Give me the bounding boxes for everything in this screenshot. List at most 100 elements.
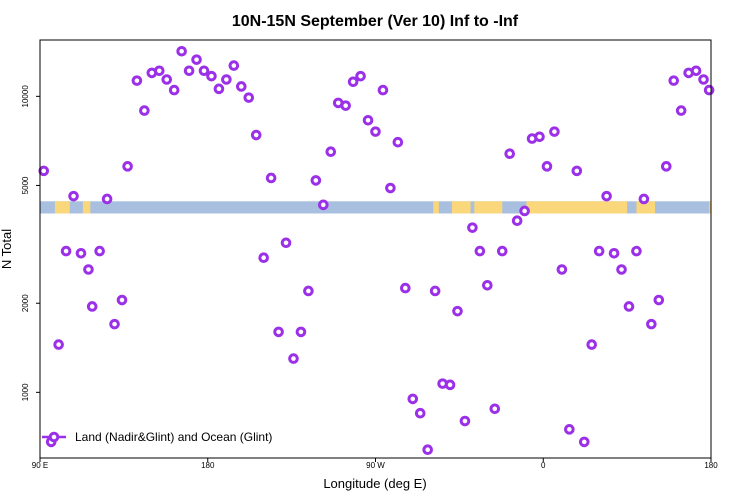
land-segment xyxy=(82,201,91,214)
data-point xyxy=(571,165,583,177)
data-point xyxy=(703,84,715,96)
data-point xyxy=(422,444,433,456)
data-point xyxy=(310,175,322,186)
land-segment xyxy=(474,201,503,214)
data-point xyxy=(429,285,441,297)
y-axis-label: N Total xyxy=(0,229,14,269)
data-point xyxy=(414,407,426,419)
data-point xyxy=(60,245,72,257)
data-point xyxy=(258,252,269,264)
data-point xyxy=(318,199,329,211)
data-point xyxy=(68,190,79,202)
data-point xyxy=(94,245,105,257)
data-point xyxy=(75,247,87,259)
x-tick-label: 180 xyxy=(201,461,215,470)
data-point xyxy=(38,165,50,177)
data-point xyxy=(675,105,687,116)
data-point xyxy=(191,54,202,65)
data-point xyxy=(295,326,307,338)
x-axis-label: Longitude (deg E) xyxy=(323,476,426,491)
data-point xyxy=(288,353,299,364)
legend: Land (Nadir&Glint) and Ocean (Glint) xyxy=(42,430,272,444)
data-point xyxy=(236,81,247,92)
data-point xyxy=(564,424,575,435)
legend-entry: Land (Nadir&Glint) and Ocean (Glint) xyxy=(75,430,272,444)
land-segment xyxy=(433,201,439,214)
land-segment xyxy=(709,201,711,214)
data-point xyxy=(265,172,277,184)
data-point xyxy=(213,83,225,95)
data-point xyxy=(198,65,210,77)
data-point xyxy=(355,70,366,82)
data-point xyxy=(385,182,396,194)
data-point xyxy=(400,282,411,294)
data-point xyxy=(303,285,314,297)
data-point xyxy=(668,75,680,86)
data-points xyxy=(38,45,715,456)
data-point xyxy=(578,436,590,448)
data-point xyxy=(646,318,657,330)
legend-marker xyxy=(48,431,60,443)
x-tick-label: 90 W xyxy=(366,461,385,470)
data-point xyxy=(698,74,709,85)
data-point xyxy=(534,131,545,143)
data-point xyxy=(623,301,635,312)
data-point xyxy=(153,65,165,77)
data-point xyxy=(183,65,195,77)
data-point xyxy=(653,294,665,306)
data-point xyxy=(243,92,255,103)
data-point xyxy=(347,76,359,88)
data-point xyxy=(250,129,262,141)
data-point xyxy=(161,74,173,85)
data-point xyxy=(273,326,284,338)
land-segment xyxy=(54,201,70,214)
x-tick-label: 90 E xyxy=(32,461,48,470)
land-segment xyxy=(451,201,471,214)
y-tick-label: 2000 xyxy=(21,294,30,312)
data-point xyxy=(459,415,471,427)
data-point xyxy=(496,245,508,257)
data-point xyxy=(280,237,292,249)
data-point xyxy=(392,136,404,148)
data-point xyxy=(83,264,94,275)
data-point xyxy=(616,264,627,275)
data-point xyxy=(362,114,374,126)
land-segment xyxy=(636,201,656,214)
data-point xyxy=(474,245,486,257)
data-point xyxy=(407,393,419,405)
data-point xyxy=(101,193,113,205)
x-axis: 90 E 180 90 W 0 180 xyxy=(32,458,718,470)
data-point xyxy=(482,279,493,291)
data-point xyxy=(86,301,98,312)
data-point xyxy=(122,161,133,172)
plot-frame xyxy=(39,39,712,459)
data-point xyxy=(638,193,650,205)
data-point xyxy=(53,339,64,350)
y-tick-label: 10000 xyxy=(21,85,30,108)
data-point xyxy=(690,65,702,77)
data-point xyxy=(556,264,568,275)
data-point xyxy=(586,339,598,350)
data-point xyxy=(139,105,150,116)
data-point xyxy=(511,215,523,227)
x-tick-label: 0 xyxy=(541,461,546,470)
data-point xyxy=(608,247,620,259)
data-point xyxy=(228,60,240,71)
data-point xyxy=(541,161,553,172)
data-point xyxy=(206,70,217,82)
data-point xyxy=(631,245,642,257)
y-tick-label: 1000 xyxy=(21,383,30,401)
data-point xyxy=(504,148,516,160)
data-point xyxy=(601,190,612,202)
data-point xyxy=(325,146,337,158)
data-point xyxy=(370,126,381,137)
y-tick-label: 5000 xyxy=(21,176,30,194)
data-point xyxy=(519,205,530,217)
data-point xyxy=(131,75,143,86)
x-tick-label: 180 xyxy=(704,461,718,470)
data-point xyxy=(109,318,120,330)
data-point xyxy=(549,126,560,137)
data-point xyxy=(340,100,351,111)
data-point xyxy=(116,294,128,306)
